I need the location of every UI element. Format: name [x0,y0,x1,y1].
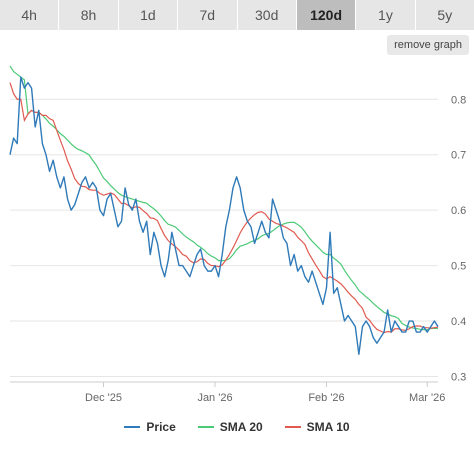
sma20-swatch [197,426,214,428]
y-tick-label-3: 0.6 [451,205,466,217]
x-tick-label-3: Mar '26 [409,392,445,404]
legend-item-sma20[interactable]: SMA 20 [197,420,263,434]
series-layer [9,65,439,355]
legend-item-price[interactable]: Price [124,420,176,434]
y-tick-label-1: 0.4 [451,316,466,328]
y-tick-label-4: 0.7 [451,150,466,162]
price-swatch [124,426,141,428]
tab-120d[interactable]: 120d [296,0,357,30]
y-tick-label-0: 0.3 [451,371,466,383]
series-line-sma20 [9,65,439,331]
tab-7d[interactable]: 7d [178,0,238,30]
y-tick-label-2: 0.5 [451,261,466,273]
sma10-swatch [284,426,301,428]
chart-legend: Price SMA 20 SMA 10 [0,420,474,434]
remove-graph-button[interactable]: remove graph [387,35,469,55]
tab-1y[interactable]: 1y [356,0,416,30]
series-line-price [9,76,439,355]
legend-label-sma10: SMA 10 [306,420,350,434]
axis-layer: 0.3 0.4 0.5 0.6 0.7 0.8 Dec '25 Jan '26 Feb '26 M… [85,94,466,404]
legend-label-sma20: SMA 20 [219,420,263,434]
y-tick-label-5: 0.8 [451,94,466,106]
legend-item-sma10[interactable]: SMA 10 [284,420,350,434]
tab-8h[interactable]: 8h [59,0,119,30]
x-tick-label-2: Feb '26 [308,392,344,404]
x-tick-label-1: Jan '26 [197,392,232,404]
tab-5y[interactable]: 5y [437,7,453,23]
range-tabs: 4h 8h 1d 7d 30d 120d 1y 5y [0,0,474,30]
series-line-sma10 [9,82,439,334]
x-tick-label-0: Dec '25 [85,392,122,404]
tab-30d[interactable]: 30d [238,0,297,30]
legend-label-price: Price [146,420,176,434]
tab-1d[interactable]: 1d [119,0,179,30]
tab-4h[interactable]: 4h [0,0,60,30]
